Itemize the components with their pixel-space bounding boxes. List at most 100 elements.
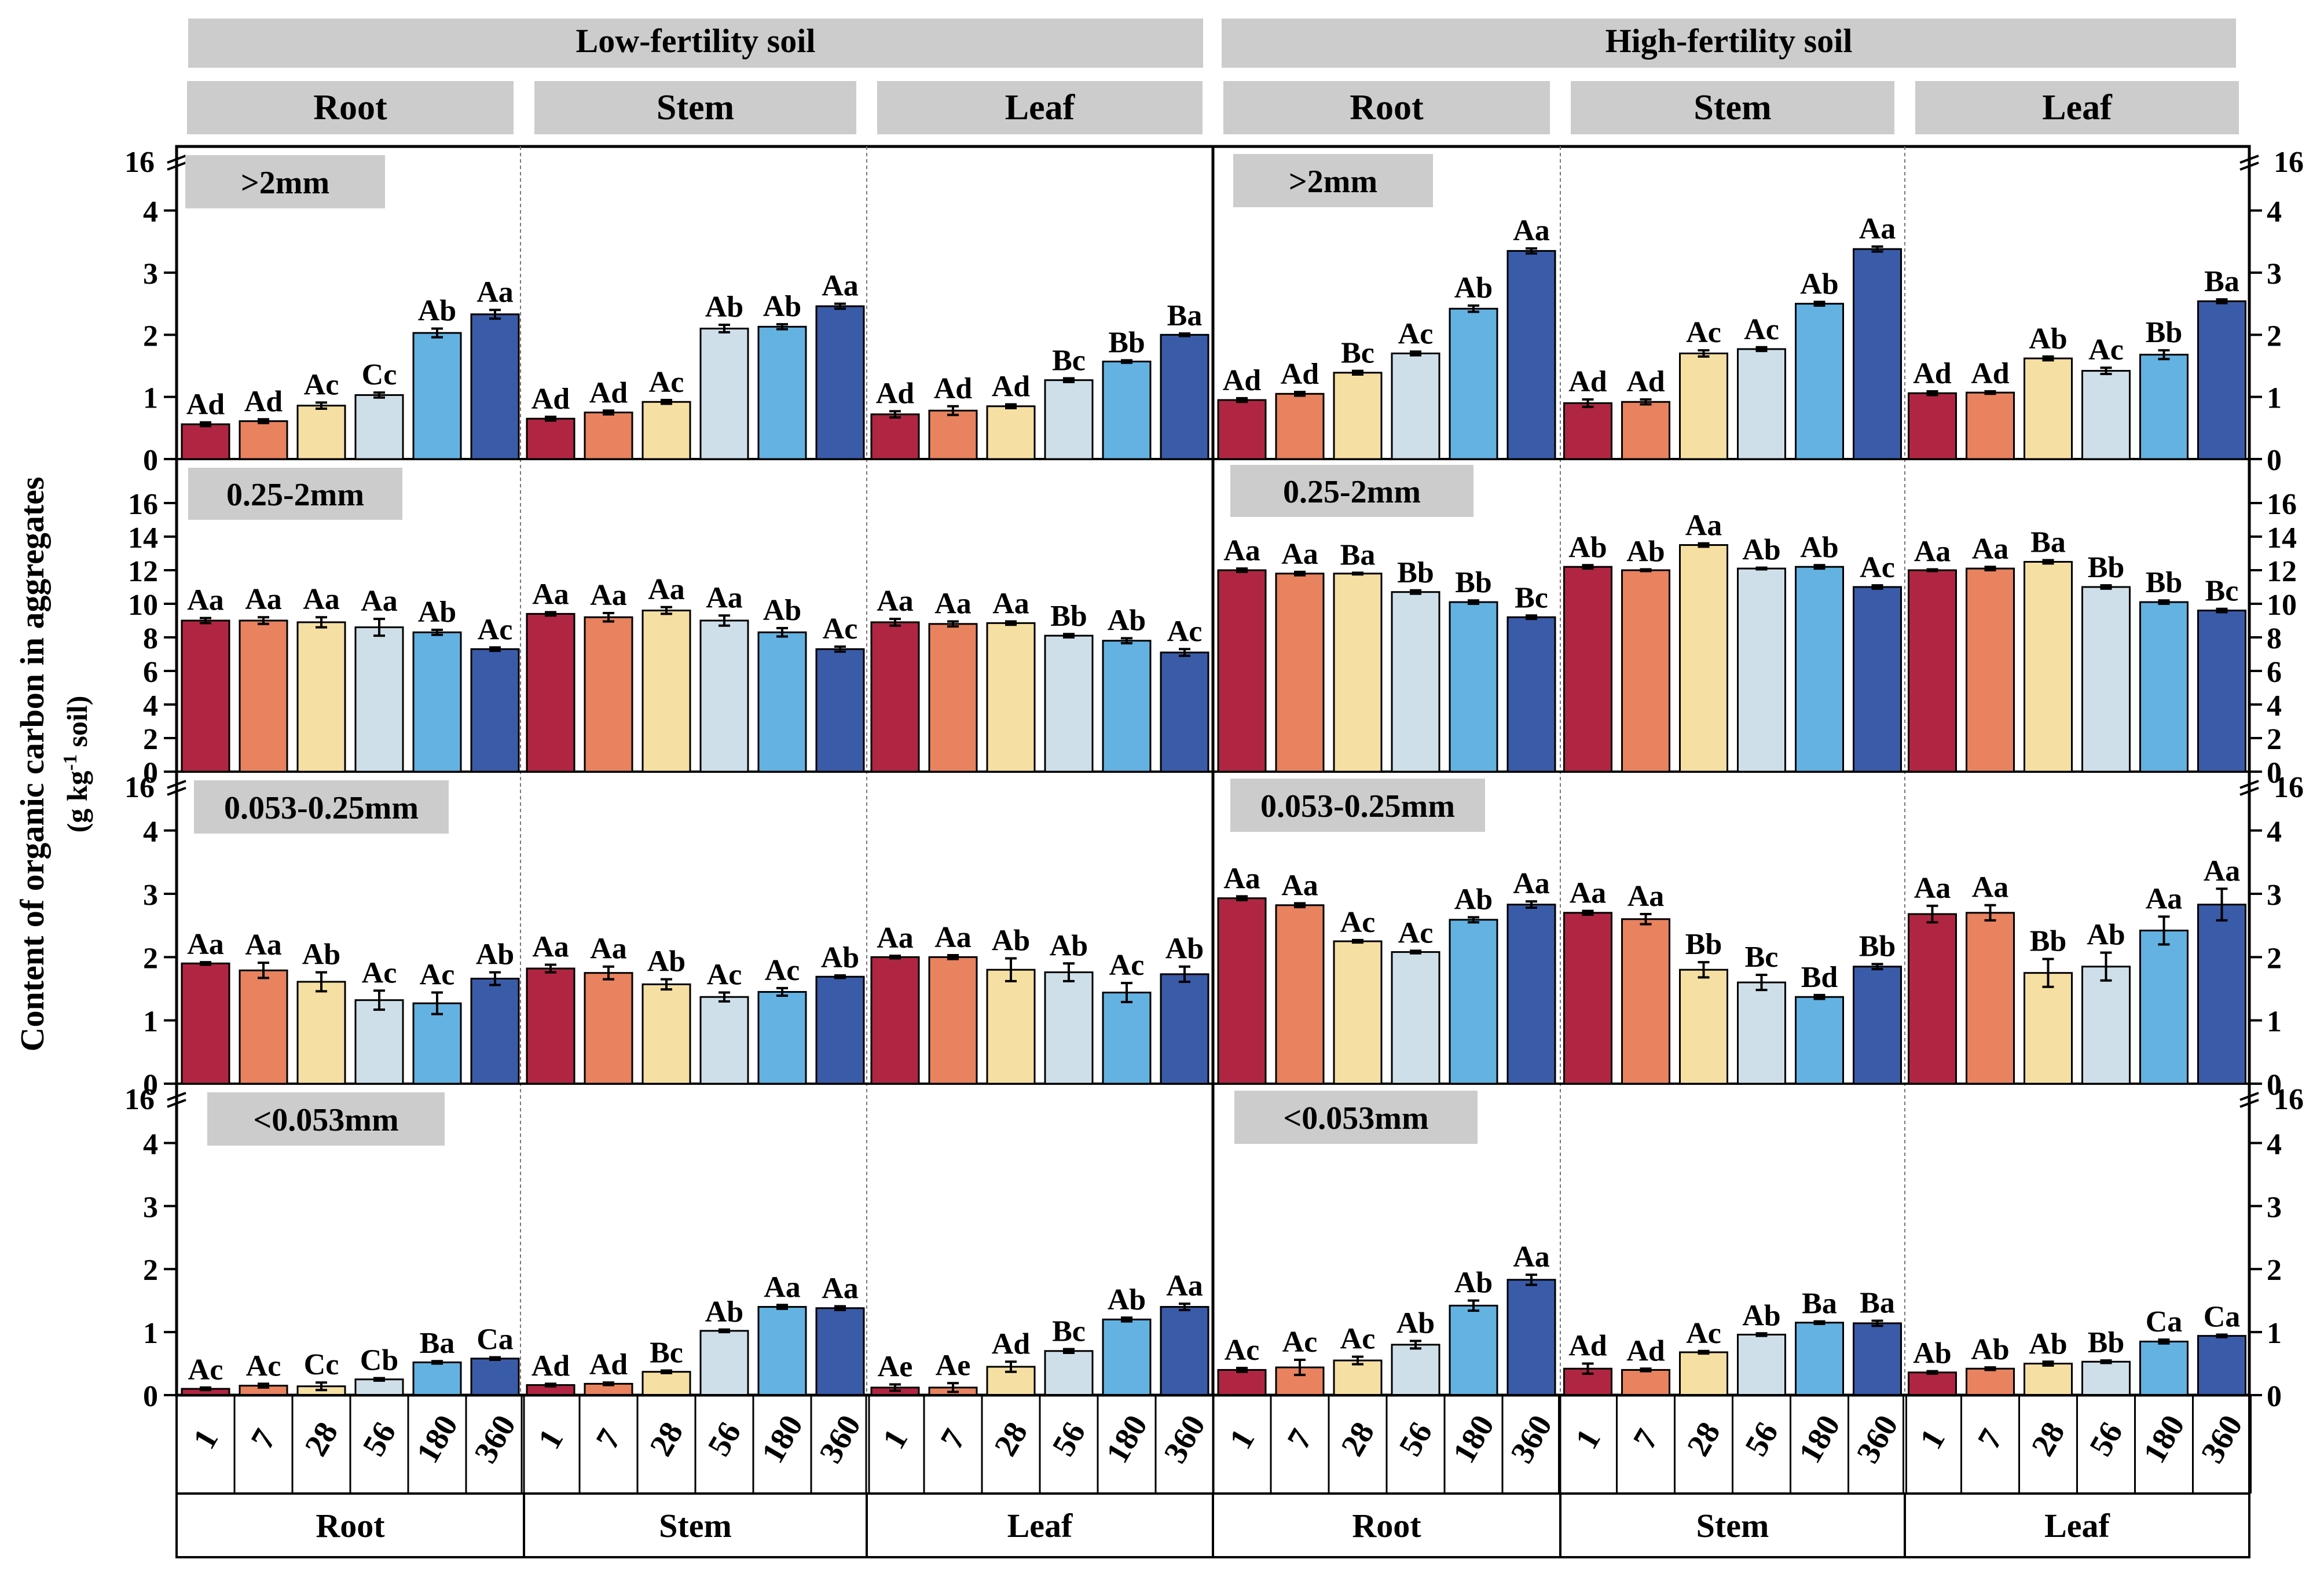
day-tick-label: 1 <box>531 1423 571 1455</box>
bar <box>412 631 462 773</box>
significance-letter: Ab <box>763 594 801 627</box>
significance-letter: Ab <box>1913 1337 1951 1370</box>
significance-letter: Ca <box>2146 1305 2183 1338</box>
bar <box>986 622 1036 773</box>
significance-letter: Ac <box>1398 317 1434 350</box>
significance-letter: Ba <box>420 1327 455 1360</box>
significance-letter: Bc <box>650 1337 683 1370</box>
bar <box>526 417 575 460</box>
axis-break-mark <box>2239 780 2259 796</box>
bar <box>239 420 288 460</box>
bar <box>1679 968 1728 1085</box>
y-break-label-right: 16 <box>2274 146 2304 179</box>
bar <box>1275 904 1325 1085</box>
significance-letter: Ba <box>2204 265 2239 298</box>
bar <box>757 990 807 1085</box>
significance-letter: Ab <box>705 291 743 324</box>
bar <box>1621 569 1670 773</box>
bar <box>296 981 346 1085</box>
bar <box>757 1306 807 1396</box>
significance-letter: Ab <box>1800 531 1838 564</box>
organ-axis-label: Leaf <box>1007 1507 1073 1544</box>
bar <box>642 983 691 1085</box>
bar <box>2139 929 2189 1085</box>
significance-letter: Aa <box>532 578 569 611</box>
y-tick-label-right: 3 <box>2267 1191 2282 1224</box>
bar <box>1506 250 1556 460</box>
significance-letter: Ab <box>992 924 1030 957</box>
soil-header-box <box>1222 19 2236 68</box>
y-tick-label-right: 4 <box>2267 689 2282 722</box>
bar <box>2024 357 2073 460</box>
bar <box>2081 586 2131 773</box>
bar <box>928 409 978 460</box>
bar <box>1044 1350 1094 1396</box>
organ-header-box <box>1915 81 2239 134</box>
significance-letter: Ba <box>1802 1287 1837 1320</box>
bar <box>1102 360 1152 460</box>
significance-letter: Aa <box>1972 871 2009 904</box>
y-tick-label-right: 1 <box>2267 1006 2282 1039</box>
significance-letter: Aa <box>1166 1270 1203 1303</box>
size-class-box <box>1234 1091 1478 1144</box>
organ-axis-label: Stem <box>1696 1507 1769 1544</box>
y-tick-label-right: 2 <box>2267 942 2282 975</box>
significance-letter: Ab <box>1165 933 1204 966</box>
day-tick-label: 360 <box>813 1409 868 1469</box>
bar <box>986 968 1036 1085</box>
significance-letter: Aa <box>934 587 972 620</box>
bar <box>2197 1335 2246 1396</box>
significance-letter: Aa <box>1627 880 1665 913</box>
size-class-label: 0.053-0.25mm <box>224 790 419 826</box>
day-tick-label: 1 <box>186 1423 226 1455</box>
significance-letter: Ad <box>1223 364 1262 397</box>
significance-letter: Aa <box>822 1272 859 1305</box>
bar <box>2139 601 2189 773</box>
facet-headers: Low-fertility soil High-fertility soil Roo… <box>187 19 2239 134</box>
bar <box>1160 651 1209 773</box>
significance-letter: Ac <box>2088 333 2124 366</box>
significance-letter: Ab <box>647 945 686 978</box>
significance-letter: Ab <box>821 941 859 974</box>
bar <box>470 648 520 773</box>
day-tick-label: 1 <box>1568 1423 1608 1455</box>
bar <box>1737 567 1786 773</box>
y-tick-label-left: 1 <box>143 1317 158 1350</box>
bar <box>470 1357 520 1396</box>
bar <box>1679 544 1728 773</box>
bar <box>1391 353 1440 460</box>
bar <box>1449 1304 1498 1396</box>
bar <box>1217 1368 1267 1396</box>
bar <box>870 413 920 460</box>
day-tick-label: 7 <box>934 1423 973 1455</box>
significance-letter: Ad <box>1568 365 1607 398</box>
y-tick-label-left: 12 <box>128 555 158 588</box>
significance-letter: Aa <box>934 921 972 954</box>
significance-letter: Ad <box>1281 358 1319 391</box>
significance-letter: Bb <box>1859 930 1896 963</box>
significance-letter: Ab <box>1742 1299 1780 1332</box>
significance-letter: Ad <box>1971 357 2010 390</box>
bar <box>1795 996 1844 1085</box>
significance-letter: Cc <box>362 358 397 391</box>
organ-axis-label: Root <box>316 1507 385 1544</box>
significance-letter: Aa <box>1281 869 1318 902</box>
significance-letter: Ac <box>649 366 684 399</box>
day-tick-label: 56 <box>2083 1416 2130 1462</box>
y-tick-label-left: 4 <box>143 816 158 849</box>
bar <box>1621 401 1670 460</box>
significance-letter: Ab <box>1742 534 1780 567</box>
y-tick-label-left: 0 <box>143 1380 158 1413</box>
bar <box>1908 392 1957 460</box>
aggregate-row: 0 0 1 1 2 2 3 3 4 4 16 16 >2mm >2mm Ad Ad Ac Cc Ab Aa Ad Ad Ac… <box>124 146 2304 477</box>
significance-letter: Ad <box>876 377 915 410</box>
bar <box>470 313 520 460</box>
significance-letter: Ab <box>2087 919 2125 952</box>
bar <box>1679 1351 1728 1396</box>
soil-header-box <box>188 19 1203 68</box>
day-tick-label: 56 <box>1046 1416 1093 1462</box>
bar <box>928 623 978 773</box>
size-class-label: 0.25-2mm <box>1283 474 1421 510</box>
day-tick-label: 56 <box>356 1416 404 1462</box>
significance-letter: Ac <box>1686 316 1721 349</box>
